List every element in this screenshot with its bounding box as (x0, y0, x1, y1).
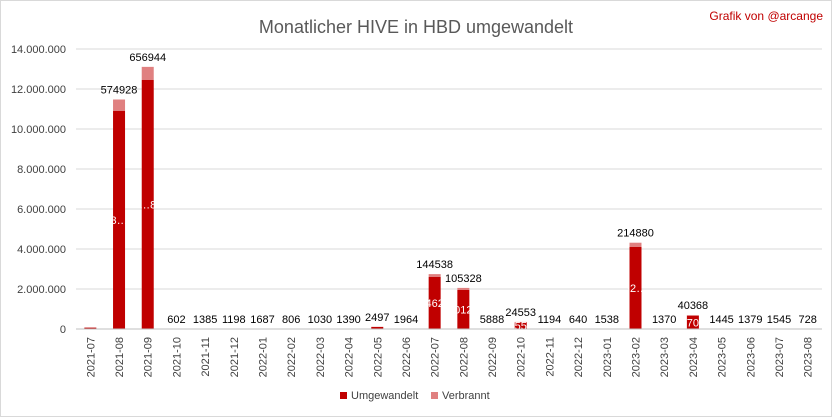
bar-umgewandelt (514, 322, 527, 329)
data-label-verbrannt: 1385 (193, 314, 217, 326)
bar-umgewandelt (457, 290, 470, 329)
x-tick-label: 2022-06 (401, 337, 413, 377)
data-label-verbrannt: 1445 (709, 314, 733, 326)
bar-verbrannt (141, 66, 154, 80)
y-tick-label: 0 (60, 324, 66, 336)
data-label-verbrannt: 806 (282, 314, 300, 326)
x-tick-label: 2023-05 (717, 337, 729, 377)
bar-verbrannt (457, 287, 470, 290)
data-label-umgewandelt: 55 (515, 321, 527, 333)
data-label-verbrannt: 656944 (129, 52, 166, 64)
x-tick-label: 2022-10 (516, 337, 528, 377)
data-label-verbrannt: 1538 (595, 314, 619, 326)
legend: Umgewandelt Verbrannt (340, 390, 490, 402)
x-tick-label: 2022-07 (430, 337, 442, 377)
data-label-verbrannt: 1370 (652, 314, 676, 326)
data-label-verbrannt: 1379 (738, 314, 762, 326)
data-label-verbrannt: 105328 (445, 273, 482, 285)
x-tick-label: 2022-08 (458, 337, 470, 377)
data-label-verbrannt: 144538 (416, 259, 453, 271)
x-tick-label: 2022-11 (544, 337, 556, 377)
x-tick-label: 2022-03 (315, 337, 327, 377)
data-label-verbrannt: 40368 (678, 300, 709, 312)
data-label-verbrannt: 1545 (767, 314, 791, 326)
x-tick-label: 2023-01 (602, 337, 614, 377)
x-tick-label: 2022-02 (286, 337, 298, 377)
x-tick-label: 2022-01 (258, 337, 270, 377)
bar-verbrannt (629, 242, 642, 247)
x-tick-label: 2022-09 (487, 337, 499, 377)
y-tick-label: 2.000.000 (17, 284, 66, 296)
data-label-verbrannt: 24553 (505, 307, 536, 319)
x-tick-label: 2023-08 (803, 337, 815, 377)
y-tick-label: 12.000.000 (11, 84, 66, 96)
data-label-verbrannt: 5888 (480, 314, 504, 326)
data-label-verbrannt: 214880 (617, 228, 654, 240)
data-label-verbrannt: 574928 (101, 85, 138, 97)
data-label-umgewandelt: 1…81 (133, 200, 162, 212)
x-tick-label: 2021-12 (229, 337, 241, 377)
data-label-umgewandelt: 32… (624, 283, 647, 295)
data-label-umgewandelt: 70 (687, 317, 699, 329)
x-tick-label: 2021-10 (171, 337, 183, 377)
chart-credit: Grafik von @arcange (709, 9, 823, 23)
bar-verbrannt (686, 314, 699, 316)
data-label-umgewandelt: 012 (454, 305, 472, 317)
data-label-verbrannt: 1964 (394, 314, 418, 326)
data-label-verbrannt: 640 (569, 314, 587, 326)
data-label-verbrannt: 728 (798, 314, 816, 326)
legend-label-verbrannt: Verbrannt (442, 390, 490, 402)
x-tick-label: 2023-06 (745, 337, 757, 377)
legend-swatch-umgewandelt (340, 392, 347, 399)
x-tick-label: 2022-05 (372, 337, 384, 377)
bar-umgewandelt (686, 315, 699, 329)
data-label-verbrannt: 1390 (336, 314, 360, 326)
bar-umgewandelt (141, 80, 154, 329)
x-tick-label: 2021-11 (200, 337, 212, 377)
chart-title: Monatlicher HIVE in HBD umgewandelt (259, 17, 573, 37)
bar-umgewandelt (629, 247, 642, 329)
bar-verbrannt (113, 99, 126, 111)
y-tick-label: 10.000.000 (11, 124, 66, 136)
x-tick-label: 2022-12 (573, 337, 585, 377)
bar-umgewandelt (84, 327, 97, 329)
x-tick-label: 2023-03 (659, 337, 671, 377)
bars: 574928 23…5 656944 1…81 602 1385 1198 1687 806 10… (84, 52, 817, 333)
x-tick-label: 2023-02 (631, 337, 643, 377)
y-tick-label: 6.000.000 (17, 204, 66, 216)
x-axis: 2021-07 2021-08 2021-09 2021-10 2021-11 2021-… (76, 328, 822, 377)
data-label-verbrannt: 1687 (250, 314, 274, 326)
bar-umgewandelt (371, 326, 384, 329)
bar-umgewandelt (428, 277, 441, 329)
x-tick-label: 2021-07 (85, 337, 97, 377)
data-label-verbrannt: 1194 (538, 314, 562, 326)
data-label-umgewandelt: 462 (425, 298, 443, 310)
legend-swatch-verbrannt (431, 392, 438, 399)
x-tick-label: 2021-09 (143, 337, 155, 377)
y-tick-label: 14.000.000 (11, 44, 66, 56)
data-label-verbrannt: 1030 (308, 314, 332, 326)
x-tick-label: 2023-04 (688, 337, 700, 377)
y-axis: 0 2.000.000 4.000.000 6.000.000 8.000.000 10.… (11, 44, 66, 336)
x-tick-label: 2021-08 (114, 337, 126, 377)
legend-label-umgewandelt: Umgewandelt (351, 390, 418, 402)
x-tick-label: 2023-07 (774, 337, 786, 377)
bar-verbrannt (428, 274, 441, 277)
data-label-verbrannt: 2497 (365, 312, 389, 324)
x-tick-label: 2022-04 (344, 337, 356, 377)
data-label-verbrannt: 1198 (222, 314, 246, 326)
y-tick-label: 4.000.000 (17, 244, 66, 256)
y-tick-label: 8.000.000 (17, 164, 66, 176)
bar-umgewandelt (113, 111, 126, 329)
data-label-verbrannt: 602 (167, 314, 185, 326)
data-label-umgewandelt: 23…5 (104, 215, 133, 227)
